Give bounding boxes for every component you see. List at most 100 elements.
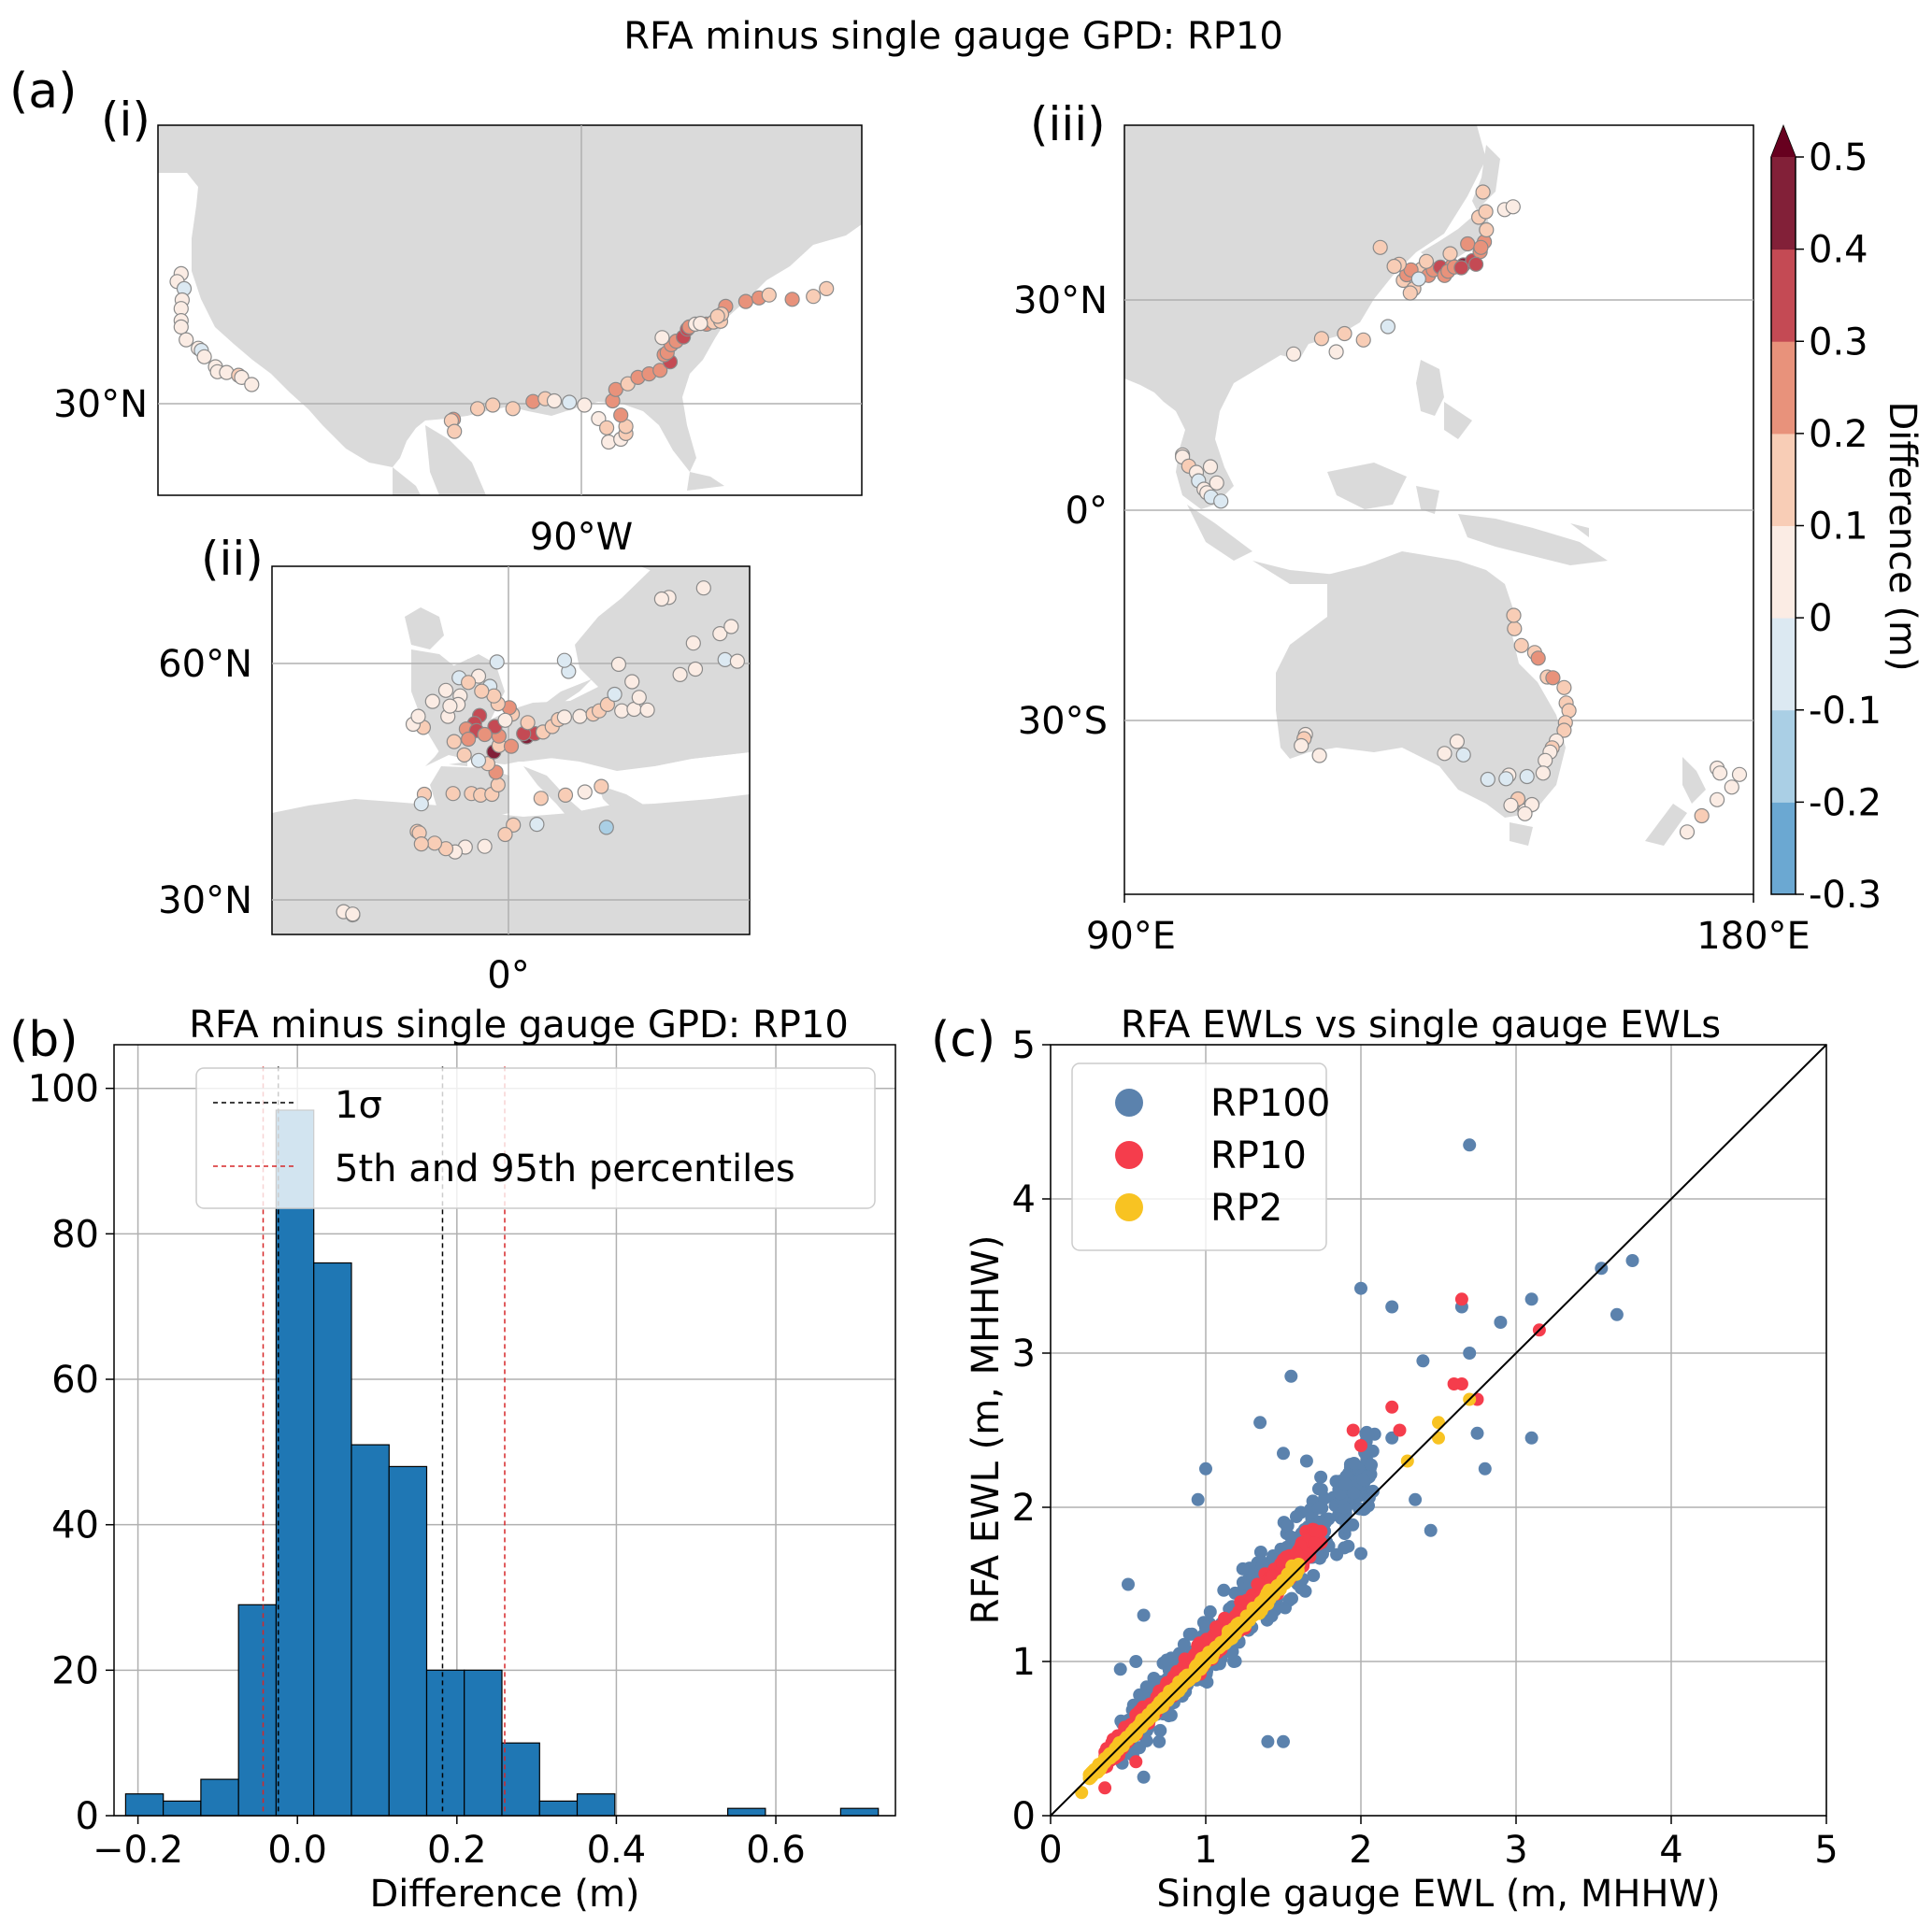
map-ii-gauge bbox=[610, 656, 627, 673]
scatter-point-rp100 bbox=[1137, 1608, 1151, 1622]
hist-bar bbox=[388, 1465, 428, 1817]
map-i-gauge bbox=[608, 381, 623, 397]
map-ii-gauge bbox=[410, 708, 426, 724]
map-ii-gauge bbox=[717, 651, 733, 668]
hist-bar bbox=[237, 1604, 278, 1817]
map-ii-gauge bbox=[723, 619, 739, 635]
scatter-point-rp10 bbox=[1385, 1400, 1399, 1414]
one-to-one-line bbox=[1050, 1044, 1827, 1817]
map-iii-gauge bbox=[1475, 184, 1491, 200]
map-iii-gauge bbox=[1449, 734, 1466, 749]
map-ii-gauge bbox=[598, 820, 614, 835]
scatter-point-rp100 bbox=[1199, 1462, 1212, 1476]
scatter-point-rp100 bbox=[1385, 1300, 1399, 1314]
scatter-point-rp100 bbox=[1366, 1484, 1380, 1498]
scatter-point-rp10 bbox=[1308, 1536, 1322, 1550]
map-iii-gauge bbox=[1538, 752, 1553, 768]
map-ii-gauge bbox=[529, 816, 545, 833]
scatter-point-rp100 bbox=[1277, 1447, 1290, 1461]
scatter-ytick-label: 2 bbox=[1012, 1487, 1036, 1530]
map-ii-gauge bbox=[413, 796, 429, 812]
colorbar-tick-label: -0.2 bbox=[1809, 781, 1882, 824]
map-ii-gauge bbox=[345, 906, 361, 922]
scatter-point-rp100 bbox=[1409, 1492, 1423, 1506]
map-i-gauge bbox=[652, 363, 668, 378]
panel-label-a: (a) bbox=[9, 64, 77, 120]
hist-bar bbox=[425, 1669, 465, 1817]
hist-ticks: −0.2 0.0 0.2 0.4 0.6 0 20 40 60 80 100 bbox=[28, 1068, 806, 1872]
scatter-point-rp100 bbox=[1494, 1316, 1508, 1329]
hist-bar bbox=[124, 1793, 165, 1817]
map-iii-gauge bbox=[1556, 679, 1572, 695]
scatter-point-rp100 bbox=[1338, 1541, 1352, 1555]
scatter-point-rp10 bbox=[1393, 1423, 1407, 1437]
scatter-title: RFA EWLs vs single gauge EWLs bbox=[1121, 1004, 1721, 1047]
scatter-point-rp2 bbox=[1432, 1416, 1445, 1430]
hist-ref-lines bbox=[262, 1066, 506, 1816]
scatter-point-rp2 bbox=[1155, 1693, 1169, 1707]
colorbar-tick-label: 0.5 bbox=[1809, 136, 1868, 179]
map-ii-gauge bbox=[672, 666, 688, 683]
colorbar-tick-label: -0.3 bbox=[1809, 874, 1882, 917]
colorbar-tick-label: 0.3 bbox=[1809, 321, 1868, 364]
map-iii-gauge bbox=[1460, 235, 1476, 252]
map-iii-gauge bbox=[1467, 256, 1484, 272]
scatter-point-rp100 bbox=[1152, 1734, 1166, 1748]
scatter-point-rp100 bbox=[1524, 1292, 1538, 1306]
scatter-point-rp100 bbox=[1339, 1520, 1353, 1533]
map-i-gauge bbox=[761, 287, 777, 303]
scatter-point-rp2 bbox=[1289, 1561, 1303, 1575]
scatter-point-rp10 bbox=[1346, 1423, 1360, 1437]
scatter-point-rp100 bbox=[1139, 1733, 1153, 1747]
hist-xtick-label: 0.2 bbox=[427, 1829, 487, 1872]
map-i-gauge bbox=[577, 397, 593, 413]
map-ii-gauge bbox=[695, 580, 711, 596]
colorbar-block bbox=[1771, 433, 1796, 526]
map-ii-gauge bbox=[426, 835, 443, 851]
scatter-point-rp100 bbox=[1478, 1462, 1492, 1476]
legend-marker-rp100 bbox=[1115, 1089, 1143, 1117]
colorbar-block bbox=[1771, 525, 1796, 619]
scatter-point-rp10 bbox=[1290, 1547, 1304, 1561]
scatter-point-rp100 bbox=[1137, 1770, 1151, 1784]
scatter-point-rp100 bbox=[1290, 1510, 1303, 1523]
map-iii-gauge bbox=[1507, 620, 1523, 636]
map-i-gauge bbox=[819, 280, 835, 296]
scatter-point-rp100 bbox=[1463, 1347, 1477, 1360]
map-ii-gauge bbox=[594, 778, 609, 794]
colorbar-block bbox=[1771, 157, 1796, 250]
panel-label-iii: (iii) bbox=[1030, 97, 1106, 151]
hist-xtick-label: −0.2 bbox=[93, 1829, 183, 1872]
hist-bar bbox=[313, 1262, 352, 1817]
scatter-point-rp100 bbox=[1203, 1604, 1217, 1618]
legend-marker-rp2 bbox=[1115, 1193, 1143, 1221]
map-iii-lat-tick-30n: 30°N bbox=[1013, 279, 1108, 322]
map-ii-gauge bbox=[653, 591, 670, 607]
map-ii-gauge bbox=[729, 653, 746, 669]
map-ii-gauge bbox=[520, 715, 536, 731]
map-iii-gauge bbox=[1453, 260, 1469, 276]
hist-ytick-label: 40 bbox=[51, 1504, 99, 1547]
figure-title: RFA minus single gauge GPD: RP10 bbox=[623, 15, 1283, 58]
scatter-point-rp100 bbox=[1236, 1561, 1250, 1576]
scatter-point-rp100 bbox=[1347, 1457, 1361, 1470]
colorbar-tick-label: 0.1 bbox=[1809, 506, 1868, 549]
map-ii-gauge bbox=[497, 826, 513, 843]
scatter-point-rp100 bbox=[1177, 1637, 1191, 1651]
scatter-ylabel: RFA EWL (m, MHHW) bbox=[965, 1235, 1008, 1625]
map-iii-gauge bbox=[1480, 771, 1496, 788]
hist-ytick-label: 100 bbox=[28, 1068, 99, 1111]
colorbar-blocks bbox=[1770, 123, 1796, 895]
map-ii-gauge bbox=[557, 787, 574, 804]
map-i-gauge bbox=[693, 316, 708, 332]
map-iii-gauge bbox=[1437, 746, 1453, 762]
scatter-point-rp10 bbox=[1210, 1623, 1224, 1636]
map-i-gauge bbox=[709, 308, 725, 324]
map-iii-gauge bbox=[1380, 319, 1396, 335]
histogram-panel: RFA minus single gauge GPD: RP10 −0.2 0.0… bbox=[28, 1004, 896, 1916]
map-ii-gauge bbox=[413, 835, 429, 852]
colorbar-tick-label: 0.2 bbox=[1809, 413, 1868, 456]
map-ii-gauge bbox=[461, 731, 477, 748]
legend-marker-rp10 bbox=[1115, 1141, 1143, 1169]
map-ii-gauge bbox=[639, 702, 655, 718]
